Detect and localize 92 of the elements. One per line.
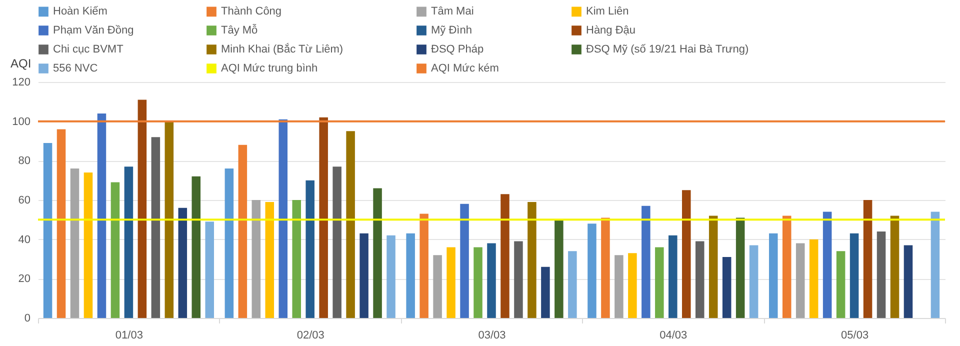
bar xyxy=(514,241,523,318)
bar xyxy=(110,182,120,318)
bar xyxy=(151,137,160,318)
bar xyxy=(138,100,147,318)
bar xyxy=(238,144,248,318)
bar xyxy=(292,200,301,318)
bar xyxy=(904,245,913,318)
x-tick-label: 02/03 xyxy=(296,330,324,342)
legend-label: Hàng Đậu xyxy=(586,24,636,36)
bar xyxy=(192,176,201,318)
bar xyxy=(84,172,93,318)
x-tick-label: 03/03 xyxy=(478,330,506,342)
bar xyxy=(863,200,872,318)
legend-label: Tây Mỗ xyxy=(221,24,258,36)
legend-label: 556 NVC xyxy=(53,62,98,74)
bar xyxy=(252,200,261,318)
x-tick-label: 04/03 xyxy=(660,330,688,342)
bar xyxy=(500,194,510,318)
bar xyxy=(460,204,469,318)
legend-label: Hoàn Kiếm xyxy=(53,6,108,18)
bar xyxy=(433,255,442,318)
bar xyxy=(890,216,900,318)
bar xyxy=(668,235,678,318)
y-axis-title: AQI xyxy=(10,56,32,70)
bar xyxy=(386,235,396,318)
bar xyxy=(930,212,940,318)
bar xyxy=(205,222,214,318)
bar xyxy=(56,129,66,318)
bar xyxy=(474,247,482,318)
bar xyxy=(319,117,328,318)
bar xyxy=(373,188,382,318)
bar xyxy=(836,251,846,318)
bar xyxy=(768,233,778,318)
x-tick-label: 01/03 xyxy=(115,330,143,342)
legend-label: Mỹ Đình xyxy=(431,24,472,36)
bar xyxy=(708,216,718,318)
bar xyxy=(749,245,758,318)
legend-label: Chi cục BVMT xyxy=(53,44,124,56)
bar xyxy=(809,239,818,318)
bar xyxy=(614,255,624,318)
legend-label: ĐSQ Mỹ (số 19/21 Hai Bà Trưng) xyxy=(586,44,749,56)
bar xyxy=(406,233,415,318)
bar xyxy=(601,218,610,318)
y-tick-label: 80 xyxy=(18,155,30,168)
legend-label: Tâm Mai xyxy=(431,6,474,18)
bar xyxy=(265,202,274,318)
bar xyxy=(642,206,650,318)
y-tick-label: 40 xyxy=(18,234,30,246)
legend-label: AQI Mức trung bình xyxy=(221,62,318,74)
bar xyxy=(568,251,577,318)
bar xyxy=(224,168,234,318)
bar xyxy=(655,247,664,318)
bar xyxy=(588,224,596,318)
bar xyxy=(164,121,174,318)
bar xyxy=(332,166,342,318)
bar xyxy=(682,190,691,318)
y-tick-label: 120 xyxy=(12,76,30,88)
bar xyxy=(722,257,732,318)
bar xyxy=(736,218,745,318)
legend-label: AQI Mức kém xyxy=(431,62,499,74)
bar xyxy=(850,233,859,318)
bar xyxy=(360,233,368,318)
bar xyxy=(782,216,792,318)
bar xyxy=(97,113,106,318)
x-tick-label: 05/03 xyxy=(841,330,869,342)
bar xyxy=(796,243,805,318)
y-tick-label: 0 xyxy=(24,312,30,324)
y-tick-label: 60 xyxy=(18,194,30,206)
bar xyxy=(876,231,886,318)
bar xyxy=(278,119,288,318)
bar xyxy=(70,168,80,318)
bar xyxy=(420,214,428,318)
bar xyxy=(554,220,564,318)
bar xyxy=(446,247,456,318)
y-tick-label: 100 xyxy=(12,116,30,128)
bar xyxy=(822,212,832,318)
bar xyxy=(628,253,637,318)
bar xyxy=(178,208,188,318)
bar xyxy=(306,180,314,318)
bar xyxy=(346,131,355,318)
bar xyxy=(528,202,536,318)
bar xyxy=(695,241,704,318)
y-tick-label: 20 xyxy=(18,273,30,286)
legend-label: ĐSQ Pháp xyxy=(431,44,484,56)
bar xyxy=(541,266,550,318)
legend-label: Phạm Văn Đồng xyxy=(53,24,134,36)
bar xyxy=(124,166,134,318)
bar xyxy=(43,142,52,318)
legend-label: Minh Khai (Bắc Từ Liêm) xyxy=(221,42,344,56)
bar xyxy=(487,243,496,318)
legend-label: Kim Liên xyxy=(586,6,629,18)
legend-label: Thành Công xyxy=(221,6,282,18)
